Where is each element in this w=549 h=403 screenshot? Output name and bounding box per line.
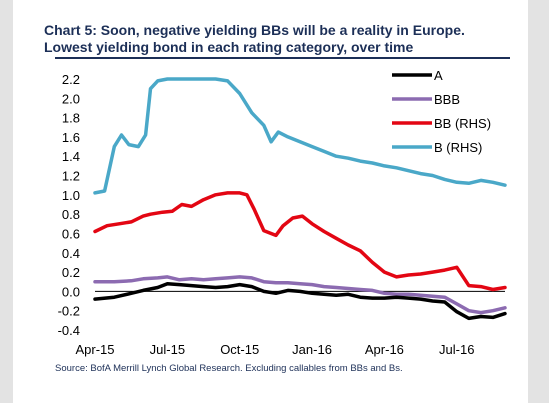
y-tick-label: 1.6: [62, 130, 80, 145]
x-tick-label: Jul-16: [439, 342, 474, 357]
series-line-bb-rhs: [93, 191, 507, 292]
x-tick-label: Apr-15: [75, 342, 114, 357]
title-rule: [55, 57, 510, 59]
y-tick-label: 0.0: [62, 284, 80, 299]
y-tick-label: 2.0: [62, 91, 80, 106]
y-tick-label: -0.4: [58, 323, 80, 338]
legend-label: A: [434, 68, 443, 83]
legend-label: BBB: [434, 92, 460, 107]
left-frame-bar: [0, 0, 13, 403]
right-frame-bar: [528, 0, 549, 403]
x-tick-label: Apr-16: [365, 342, 404, 357]
chart-panel: [13, 0, 528, 403]
legend-label: B (RHS): [434, 140, 482, 155]
y-tick-label: 0.6: [62, 226, 80, 241]
chart-source: Source: BofA Merrill Lynch Global Resear…: [55, 363, 403, 374]
x-tick-label: Oct-15: [220, 342, 259, 357]
chart-legend: A BBB BB (RHS) B (RHS): [392, 68, 491, 155]
chart-axes: 2.2 2.0 1.8 1.6 1.4 1.2 1.0 0.8 0.6 0.4 0.2 0.0 -0.2…: [58, 72, 505, 357]
chart-series: [93, 77, 507, 321]
y-tick-label: -0.2: [58, 304, 80, 319]
y-tick-label: 1.0: [62, 188, 80, 203]
y-tick-label: 1.8: [62, 111, 80, 126]
x-tick-label: Jul-15: [150, 342, 185, 357]
y-tick-label: 2.2: [62, 72, 80, 87]
y-tick-label: 0.2: [62, 265, 80, 280]
y-tick-label: 1.4: [62, 149, 80, 164]
y-tick-label: 0.8: [62, 207, 80, 222]
x-tick-label: Jan-16: [292, 342, 332, 357]
series-line-a: [93, 281, 507, 321]
y-tick-label: 0.4: [62, 246, 80, 261]
series-line-b-rhs: [93, 77, 507, 195]
chart-title: Chart 5: Soon, negative yielding BBs wil…: [44, 22, 465, 55]
legend-label: BB (RHS): [434, 116, 491, 131]
y-tick-label: 1.2: [62, 169, 80, 184]
series-line-bbb: [93, 275, 507, 315]
